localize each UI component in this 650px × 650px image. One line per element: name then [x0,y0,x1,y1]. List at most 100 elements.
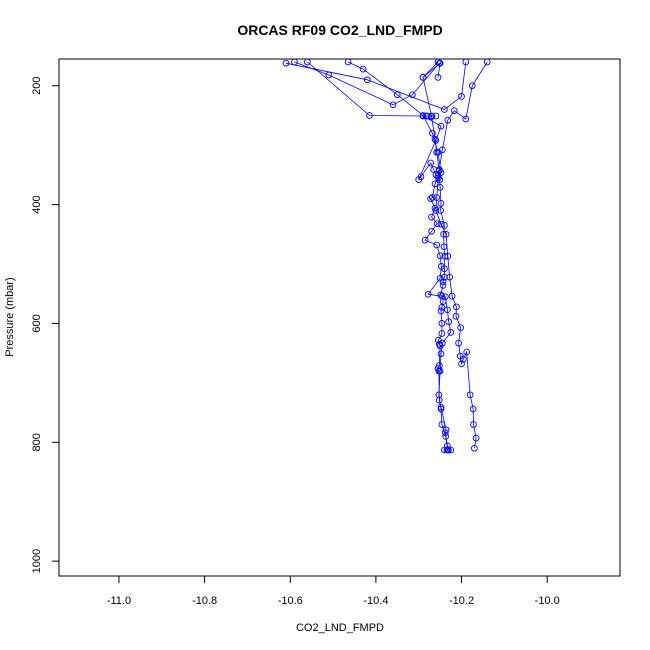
plot-area [282,59,491,454]
data-point [437,169,445,176]
data-point [458,93,465,100]
data-point [456,352,464,360]
data-point [470,421,477,428]
data-point [469,405,477,413]
x-axis: -11.0 -10.8 -10.6 -10.4 -10.2 -10.0 [107,576,560,607]
data-point [438,263,445,270]
data-point [435,391,443,399]
data-point [437,350,445,358]
data-point [359,65,367,73]
y-axis: 200 400 600 800 1000 [31,77,59,573]
data-point [427,195,435,202]
series-line-7 [422,62,441,78]
y-tick-label: 400 [31,195,43,213]
x-tick-label: -10.8 [192,595,217,607]
data-point [389,101,397,109]
data-point [419,74,427,81]
data-point [431,180,439,188]
series-line-6 [294,61,440,106]
data-point [466,391,474,399]
data-point [432,112,440,120]
data-point [421,236,429,244]
data-point [437,207,444,214]
plot-frame [58,58,621,577]
data-point [447,446,455,454]
data-point [438,330,446,337]
data-point [437,122,445,130]
data-point [452,312,460,320]
y-tick-label: 600 [31,314,43,332]
y-axis-title: Pressure (mbar) [4,277,16,356]
data-point [441,273,448,281]
data-point [419,112,427,119]
y-tick-label: 800 [31,433,43,451]
y-tick-label: 200 [31,77,43,95]
series-line-3 [307,61,452,451]
series-line-2 [435,61,488,449]
data-point [437,291,444,299]
chart-title: ORCAS RF09 CO2_LND_FMPD [237,22,442,38]
data-point [458,360,465,368]
data-point [291,59,298,66]
data-point [437,200,445,207]
data-point [429,194,436,201]
x-axis-title: CO2_LND_FMPD [296,622,384,634]
x-tick-label: -11.0 [107,595,131,607]
x-tick-label: -10.6 [278,595,303,607]
data-point [441,293,449,301]
series-line-4 [347,61,442,173]
series-line-5 [285,61,467,110]
data-point [462,115,470,123]
data-point [363,76,371,84]
data-point [439,282,447,289]
data-point [428,227,435,235]
data-point [430,166,438,173]
data-point [344,59,352,66]
data-point [304,59,311,66]
y-tick-label: 1000 [31,549,43,573]
data-point [462,59,470,66]
data-point [453,303,460,311]
data-point [366,112,373,119]
data-point [424,290,432,298]
data-point [441,106,448,113]
data-point [446,273,453,281]
data-point [434,74,442,81]
data-point [450,107,458,115]
data-point [438,339,446,347]
data-point [325,71,333,79]
data-point [444,116,452,124]
data-point [447,329,455,336]
data-point [436,367,444,375]
data-point [457,324,465,331]
data-point [393,91,401,99]
data-point [408,91,416,99]
data-point [282,59,290,67]
x-tick-label: -10.2 [449,595,474,607]
data-point [436,59,444,67]
data-point [434,148,442,156]
x-tick-label: -10.0 [535,595,560,607]
data-point [428,213,435,221]
data-point [444,446,452,454]
data-point [437,405,445,413]
data-point [471,444,478,452]
data-point [438,421,446,428]
data-point [463,348,471,356]
data-point [445,318,453,326]
data-point [415,176,423,183]
data-point [483,59,491,66]
data-point [436,252,444,260]
data-point [472,434,480,442]
x-tick-label: -10.4 [363,595,388,607]
data-point [442,230,450,238]
data-point [442,433,450,440]
data-point [431,204,439,212]
data-point [429,129,436,137]
data-point [444,306,451,314]
data-point [436,274,444,282]
data-point [437,220,445,228]
data-point [437,307,445,315]
